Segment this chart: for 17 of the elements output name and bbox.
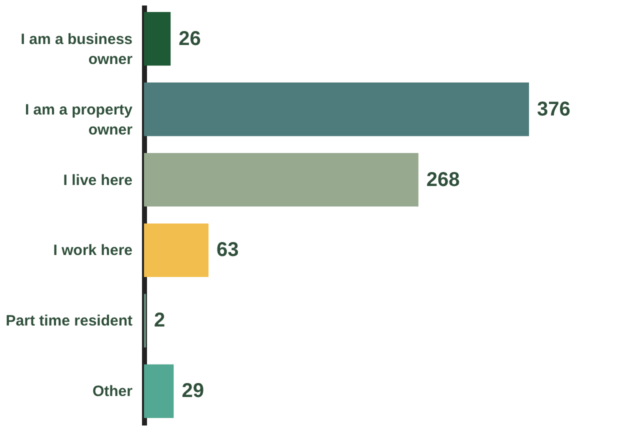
data-label: 26	[178, 28, 201, 50]
bar	[144, 364, 174, 418]
y-tick-label: I live here	[63, 172, 132, 189]
bar	[144, 152, 418, 207]
data-label: 268	[426, 168, 460, 191]
data-label: 2	[154, 310, 166, 332]
y-tick-label: I work here	[53, 242, 132, 260]
bar	[144, 223, 209, 278]
data-label: 376	[537, 98, 570, 120]
data-label: 63	[216, 239, 239, 262]
bar	[144, 12, 171, 66]
y-tick-label: Other	[92, 383, 133, 400]
bar	[144, 82, 529, 136]
y-tick-label: I am a property owner	[24, 101, 134, 138]
y-tick-label: Part time resident	[6, 312, 132, 330]
y-tick-label: I am a business owner	[20, 30, 133, 68]
data-label: 29	[182, 380, 204, 402]
